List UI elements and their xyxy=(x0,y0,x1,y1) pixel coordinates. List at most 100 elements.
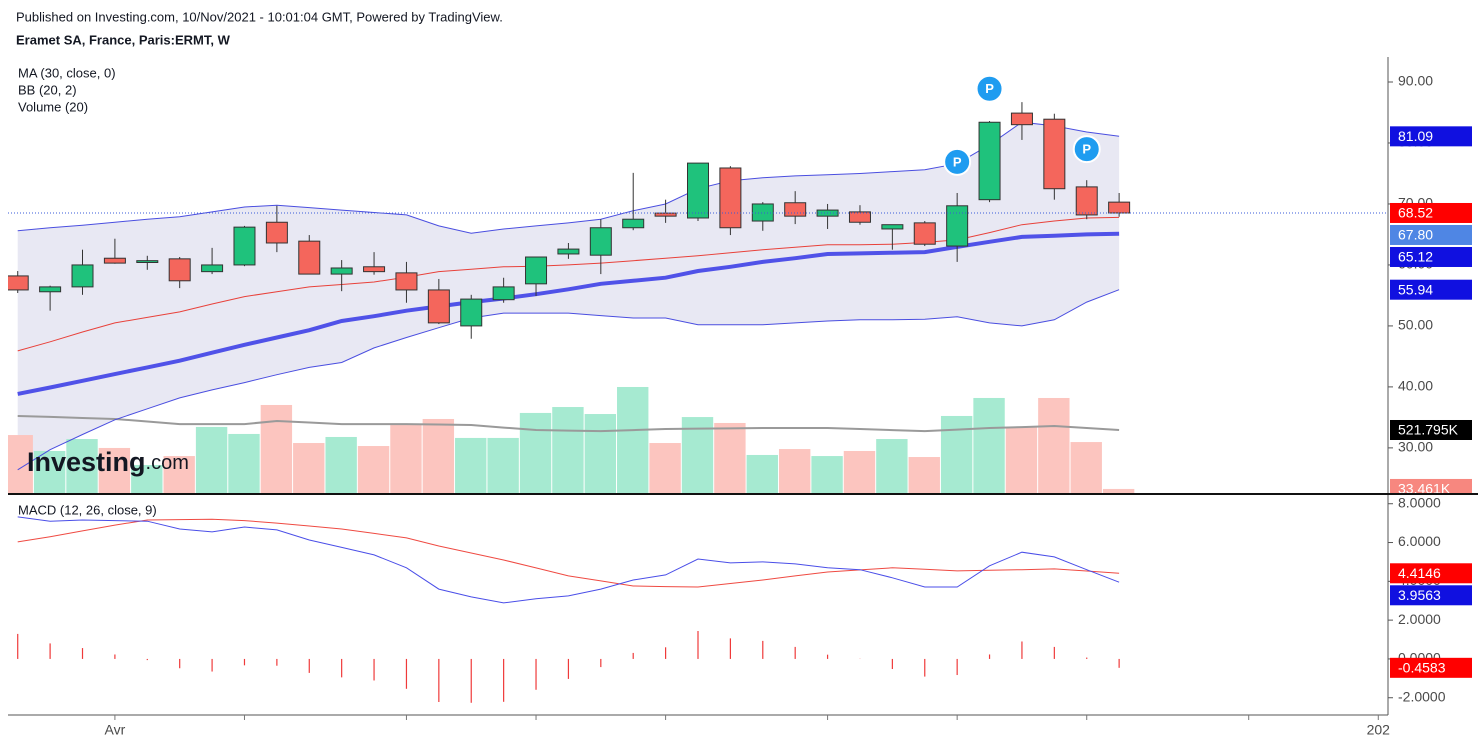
price-axis: 30.0040.0050.0060.0070.0080.0090.0081.09… xyxy=(1388,73,1472,497)
signal-line xyxy=(17,518,1120,588)
candle-body xyxy=(881,224,904,230)
candle-body xyxy=(1075,186,1098,216)
candle-body xyxy=(460,298,483,327)
y-tick-label: 40.00 xyxy=(1398,378,1433,394)
candle-body xyxy=(654,212,677,217)
candle-body xyxy=(687,162,709,219)
value-tag-label: 65.12 xyxy=(1398,249,1433,265)
published-note: Published on Investing.com, 10/Nov/2021 … xyxy=(16,9,503,24)
logo-brand: Investing xyxy=(27,447,146,477)
candle-body xyxy=(298,240,321,275)
ma-line xyxy=(17,231,1120,396)
volume-bar xyxy=(1038,397,1070,493)
value-tag xyxy=(1390,419,1472,440)
candle-body xyxy=(39,286,62,293)
value-tag-label: 3.9563 xyxy=(1398,587,1441,603)
candle-body xyxy=(103,257,126,264)
value-tag xyxy=(1390,279,1472,300)
y-tick-label: -2.0000 xyxy=(1398,688,1446,704)
value-tag xyxy=(1390,657,1472,678)
volume-bar xyxy=(778,449,811,493)
annotation-marker xyxy=(1072,135,1101,164)
value-tag-label: 521.795K xyxy=(1398,422,1459,438)
volume-bar xyxy=(1070,442,1102,493)
y-tick-label: 8.0000 xyxy=(1398,494,1441,510)
value-tag xyxy=(1390,246,1472,267)
value-tag xyxy=(1390,478,1472,493)
volume-bar xyxy=(195,426,228,493)
legend-bb: BB (20, 2) xyxy=(18,82,77,97)
candle-body xyxy=(395,272,418,291)
candle-body xyxy=(201,264,224,273)
volume-bar xyxy=(908,457,940,493)
y-tick-label: 50.00 xyxy=(1398,317,1433,333)
value-tag-label: 33.461K xyxy=(1398,481,1451,497)
candle-body xyxy=(330,267,353,275)
value-tag-label: -0.4583 xyxy=(1398,660,1446,676)
legend-ma: MA (30, close, 0) xyxy=(18,65,116,80)
logo: Investing.com xyxy=(27,447,189,477)
volume-bar xyxy=(33,450,66,493)
legend-volume: Volume (20) xyxy=(18,99,88,114)
volume-bar xyxy=(163,456,195,493)
x-tick-label: Avr xyxy=(105,722,126,738)
volume-bar xyxy=(552,407,584,493)
volume-bar xyxy=(746,454,778,493)
candle-body xyxy=(557,248,580,255)
y-tick-label: 90.00 xyxy=(1398,73,1433,89)
candle-body xyxy=(427,289,450,324)
candle-body xyxy=(265,221,288,244)
value-tag-label: 55.94 xyxy=(1398,281,1433,297)
value-tag xyxy=(1390,202,1472,223)
overlay: 30.0040.0050.0060.0070.0080.0090.0081.09… xyxy=(8,57,1478,738)
volume-bar xyxy=(98,447,131,493)
macd-axis: -2.00000.00002.00004.00006.00008.00004.4… xyxy=(1388,494,1472,704)
bb-line xyxy=(17,289,1120,471)
volume-bar xyxy=(293,443,325,493)
value-tag xyxy=(1390,563,1472,584)
annotation-label: P xyxy=(985,81,994,96)
logo-suffix: .com xyxy=(146,452,189,474)
candle-body xyxy=(784,202,807,217)
candle-body xyxy=(848,211,871,223)
bb-line xyxy=(17,121,1120,234)
candle-body xyxy=(1108,201,1131,214)
volume-bar xyxy=(584,414,617,493)
volume-bar xyxy=(940,415,973,493)
volume-bar xyxy=(843,450,876,493)
value-tag-label: 68.52 xyxy=(1398,205,1433,221)
candle-body xyxy=(913,222,936,245)
candle-body xyxy=(978,121,1001,201)
value-tag xyxy=(1390,585,1472,606)
macd-pane xyxy=(17,516,1120,703)
volume-bar xyxy=(617,386,649,493)
candle-body xyxy=(8,275,29,291)
y-tick-label: 6.0000 xyxy=(1398,533,1441,549)
volume-bar xyxy=(131,464,163,493)
annotation-label: P xyxy=(1082,142,1091,157)
annotation-marker xyxy=(943,147,972,176)
candle-body xyxy=(719,167,742,229)
volume-bar xyxy=(66,439,98,493)
volume-bar xyxy=(357,446,390,493)
candle-body xyxy=(622,218,645,229)
macd-line xyxy=(17,516,1120,604)
candle-body xyxy=(589,227,612,256)
y-tick-label: 2.0000 xyxy=(1398,611,1441,627)
volume-bar xyxy=(811,456,843,493)
volume-bar xyxy=(455,437,487,493)
price-pane: P P P xyxy=(8,74,1388,493)
value-tag-label: 67.80 xyxy=(1398,227,1433,243)
annotation-marker xyxy=(975,74,1004,103)
volume-bar xyxy=(649,443,681,493)
candle-body xyxy=(1010,112,1033,126)
legend-macd: MACD (12, 26, close, 9) xyxy=(18,502,157,517)
bb-fill xyxy=(17,122,1120,470)
volume-bar xyxy=(973,397,1005,493)
candle-body xyxy=(233,226,256,266)
volume-bar xyxy=(714,422,746,493)
volume-ma xyxy=(17,415,1120,433)
candle-body xyxy=(525,256,548,285)
annotation-label: P xyxy=(953,154,962,169)
symbol-title: Eramet SA, France, Paris:ERMT, W xyxy=(16,32,231,47)
